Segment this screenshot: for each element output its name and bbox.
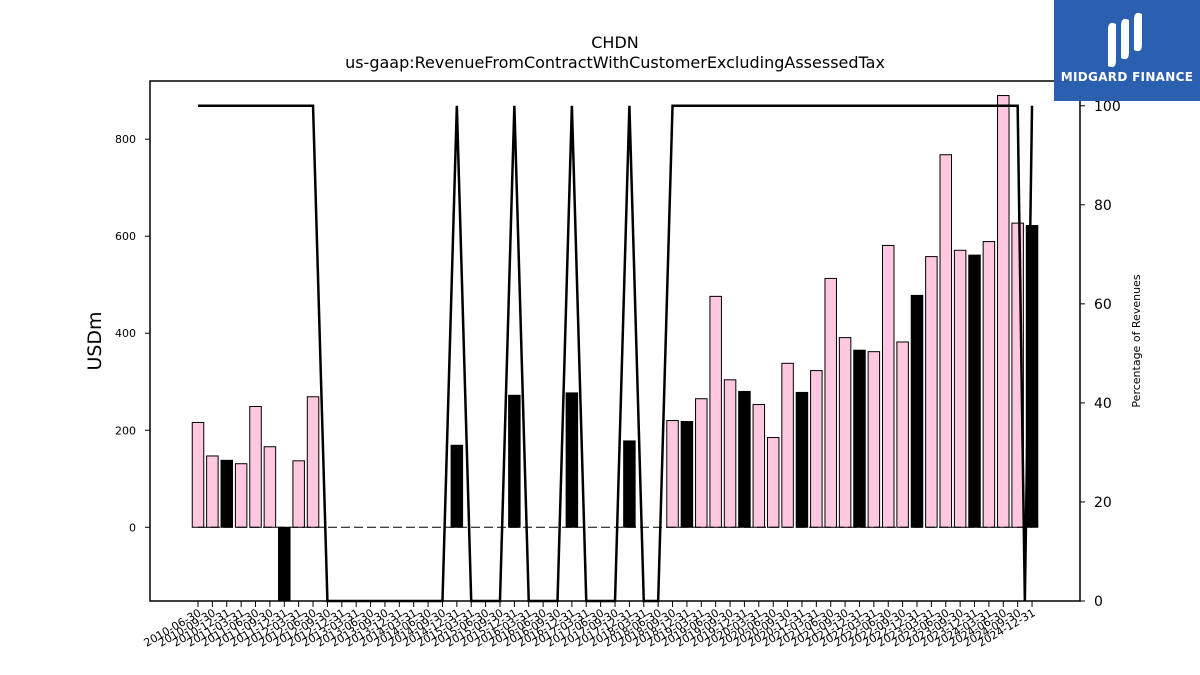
y-axis-left: 0 200 400 600 800: [115, 133, 150, 534]
bar: [220, 459, 234, 528]
bar: [723, 379, 737, 528]
bar: [824, 277, 837, 528]
bar: [666, 420, 679, 528]
bar: [795, 391, 809, 528]
bar: [810, 370, 823, 528]
bar: [709, 295, 722, 528]
y-axis-label: USDm: [84, 311, 106, 370]
bar: [982, 241, 996, 528]
bar: [781, 362, 794, 528]
bar: [838, 337, 852, 528]
x-axis: 2010-06-302010-09-302010-12-312011-03-31…: [142, 601, 1038, 650]
bar: [292, 460, 305, 528]
bar: [234, 463, 248, 528]
brand-logo: MIDGARD FINANCE: [1054, 0, 1200, 101]
bar: [997, 95, 1010, 528]
bar: [738, 390, 751, 528]
bar: [680, 421, 694, 528]
bar: [939, 154, 953, 528]
y2-axis-label: Percentage of Revenues: [1130, 274, 1143, 407]
brand-name: MIDGARD FINANCE: [1060, 70, 1194, 84]
bar: [953, 249, 967, 528]
bar-group: [191, 95, 1039, 602]
bar: [278, 526, 291, 602]
y-tick-label: 0: [129, 521, 136, 534]
bar: [249, 405, 262, 528]
y-tick-label: 800: [115, 133, 136, 146]
bar: [206, 455, 219, 528]
bar: [565, 392, 579, 528]
y2-tick-label: 0: [1094, 594, 1103, 610]
bar: [896, 341, 909, 528]
bar: [191, 421, 205, 528]
bar: [508, 394, 521, 528]
y2-tick-label: 80: [1094, 198, 1112, 214]
bar: [925, 256, 938, 528]
bar: [623, 440, 636, 528]
bar: [263, 446, 277, 528]
midgard-logo-icon: [1108, 12, 1142, 68]
chart-title: CHDN: [591, 33, 639, 52]
bar: [881, 244, 895, 528]
bar: [695, 398, 708, 528]
y2-tick-label: 100: [1094, 99, 1121, 115]
bar: [968, 254, 981, 528]
bar: [450, 444, 464, 528]
y2-tick-label: 20: [1094, 495, 1112, 511]
chart-subtitle: us-gaap:RevenueFromContractWithCustomerE…: [345, 53, 885, 72]
y-tick-label: 400: [115, 327, 136, 340]
bar: [752, 404, 766, 528]
y-tick-label: 200: [115, 424, 136, 437]
bar: [910, 294, 924, 528]
bar: [766, 437, 780, 528]
y2-tick-label: 60: [1094, 297, 1112, 313]
y-axis-right: 0 20 40 60 80 100: [1080, 99, 1121, 610]
y-tick-label: 600: [115, 230, 136, 243]
y2-tick-label: 40: [1094, 396, 1112, 412]
bar: [853, 349, 866, 528]
bar: [867, 351, 881, 528]
bar: [306, 396, 320, 528]
